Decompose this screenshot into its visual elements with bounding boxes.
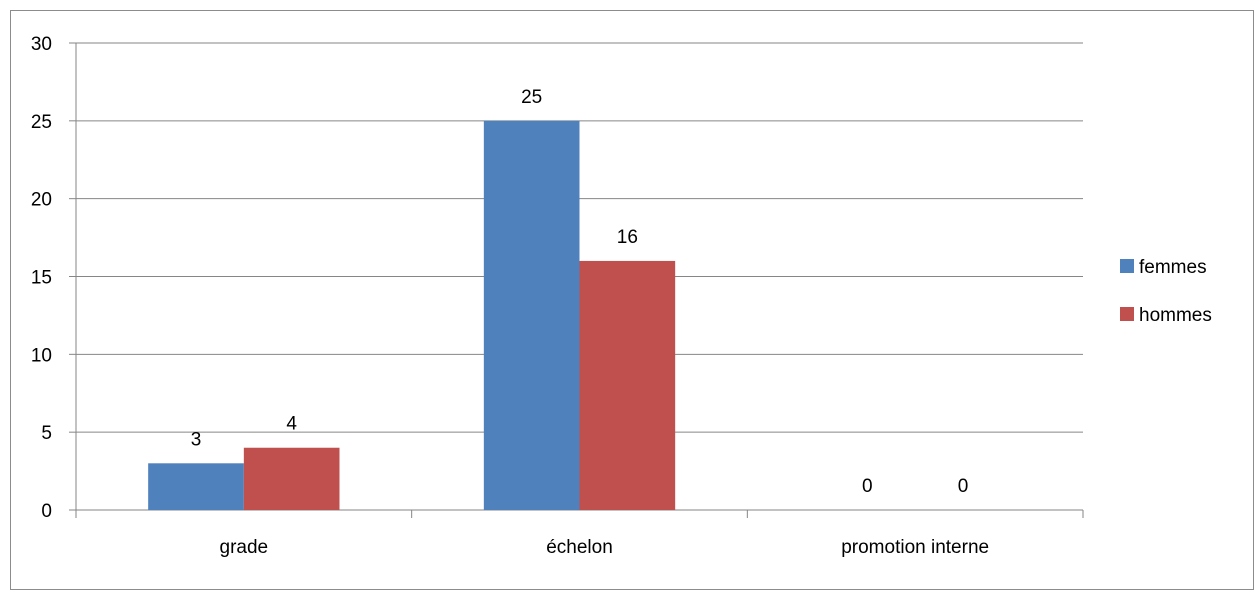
data-label: 0	[958, 476, 969, 497]
bar-hommes	[243, 447, 340, 510]
legend-swatch-femmes	[1120, 259, 1134, 273]
data-label: 0	[862, 476, 873, 497]
x-tick-label: promotion interne	[841, 537, 989, 558]
data-label: 3	[191, 429, 202, 450]
legend-label: hommes	[1139, 305, 1212, 326]
y-tick-label: 20	[31, 190, 52, 211]
bar-femmes	[483, 120, 580, 510]
data-label: 4	[286, 414, 297, 435]
data-label: 25	[521, 87, 542, 108]
y-tick-label: 15	[31, 268, 52, 289]
data-label: 16	[617, 227, 638, 248]
legend-label: femmes	[1139, 257, 1207, 278]
legend-swatch-hommes	[1120, 307, 1134, 321]
x-tick-label: échelon	[546, 537, 613, 558]
x-tick-label: grade	[220, 537, 269, 558]
y-tick-label: 25	[31, 112, 52, 133]
bar-femmes	[148, 463, 244, 510]
legend: femmes hommes	[1120, 257, 1212, 326]
y-tick-label: 10	[31, 345, 52, 366]
y-tick-label: 30	[31, 34, 52, 55]
bars	[148, 120, 676, 510]
y-tick-label: 0	[41, 501, 52, 522]
y-tick-label: 5	[41, 423, 52, 444]
bar-hommes	[579, 260, 676, 510]
